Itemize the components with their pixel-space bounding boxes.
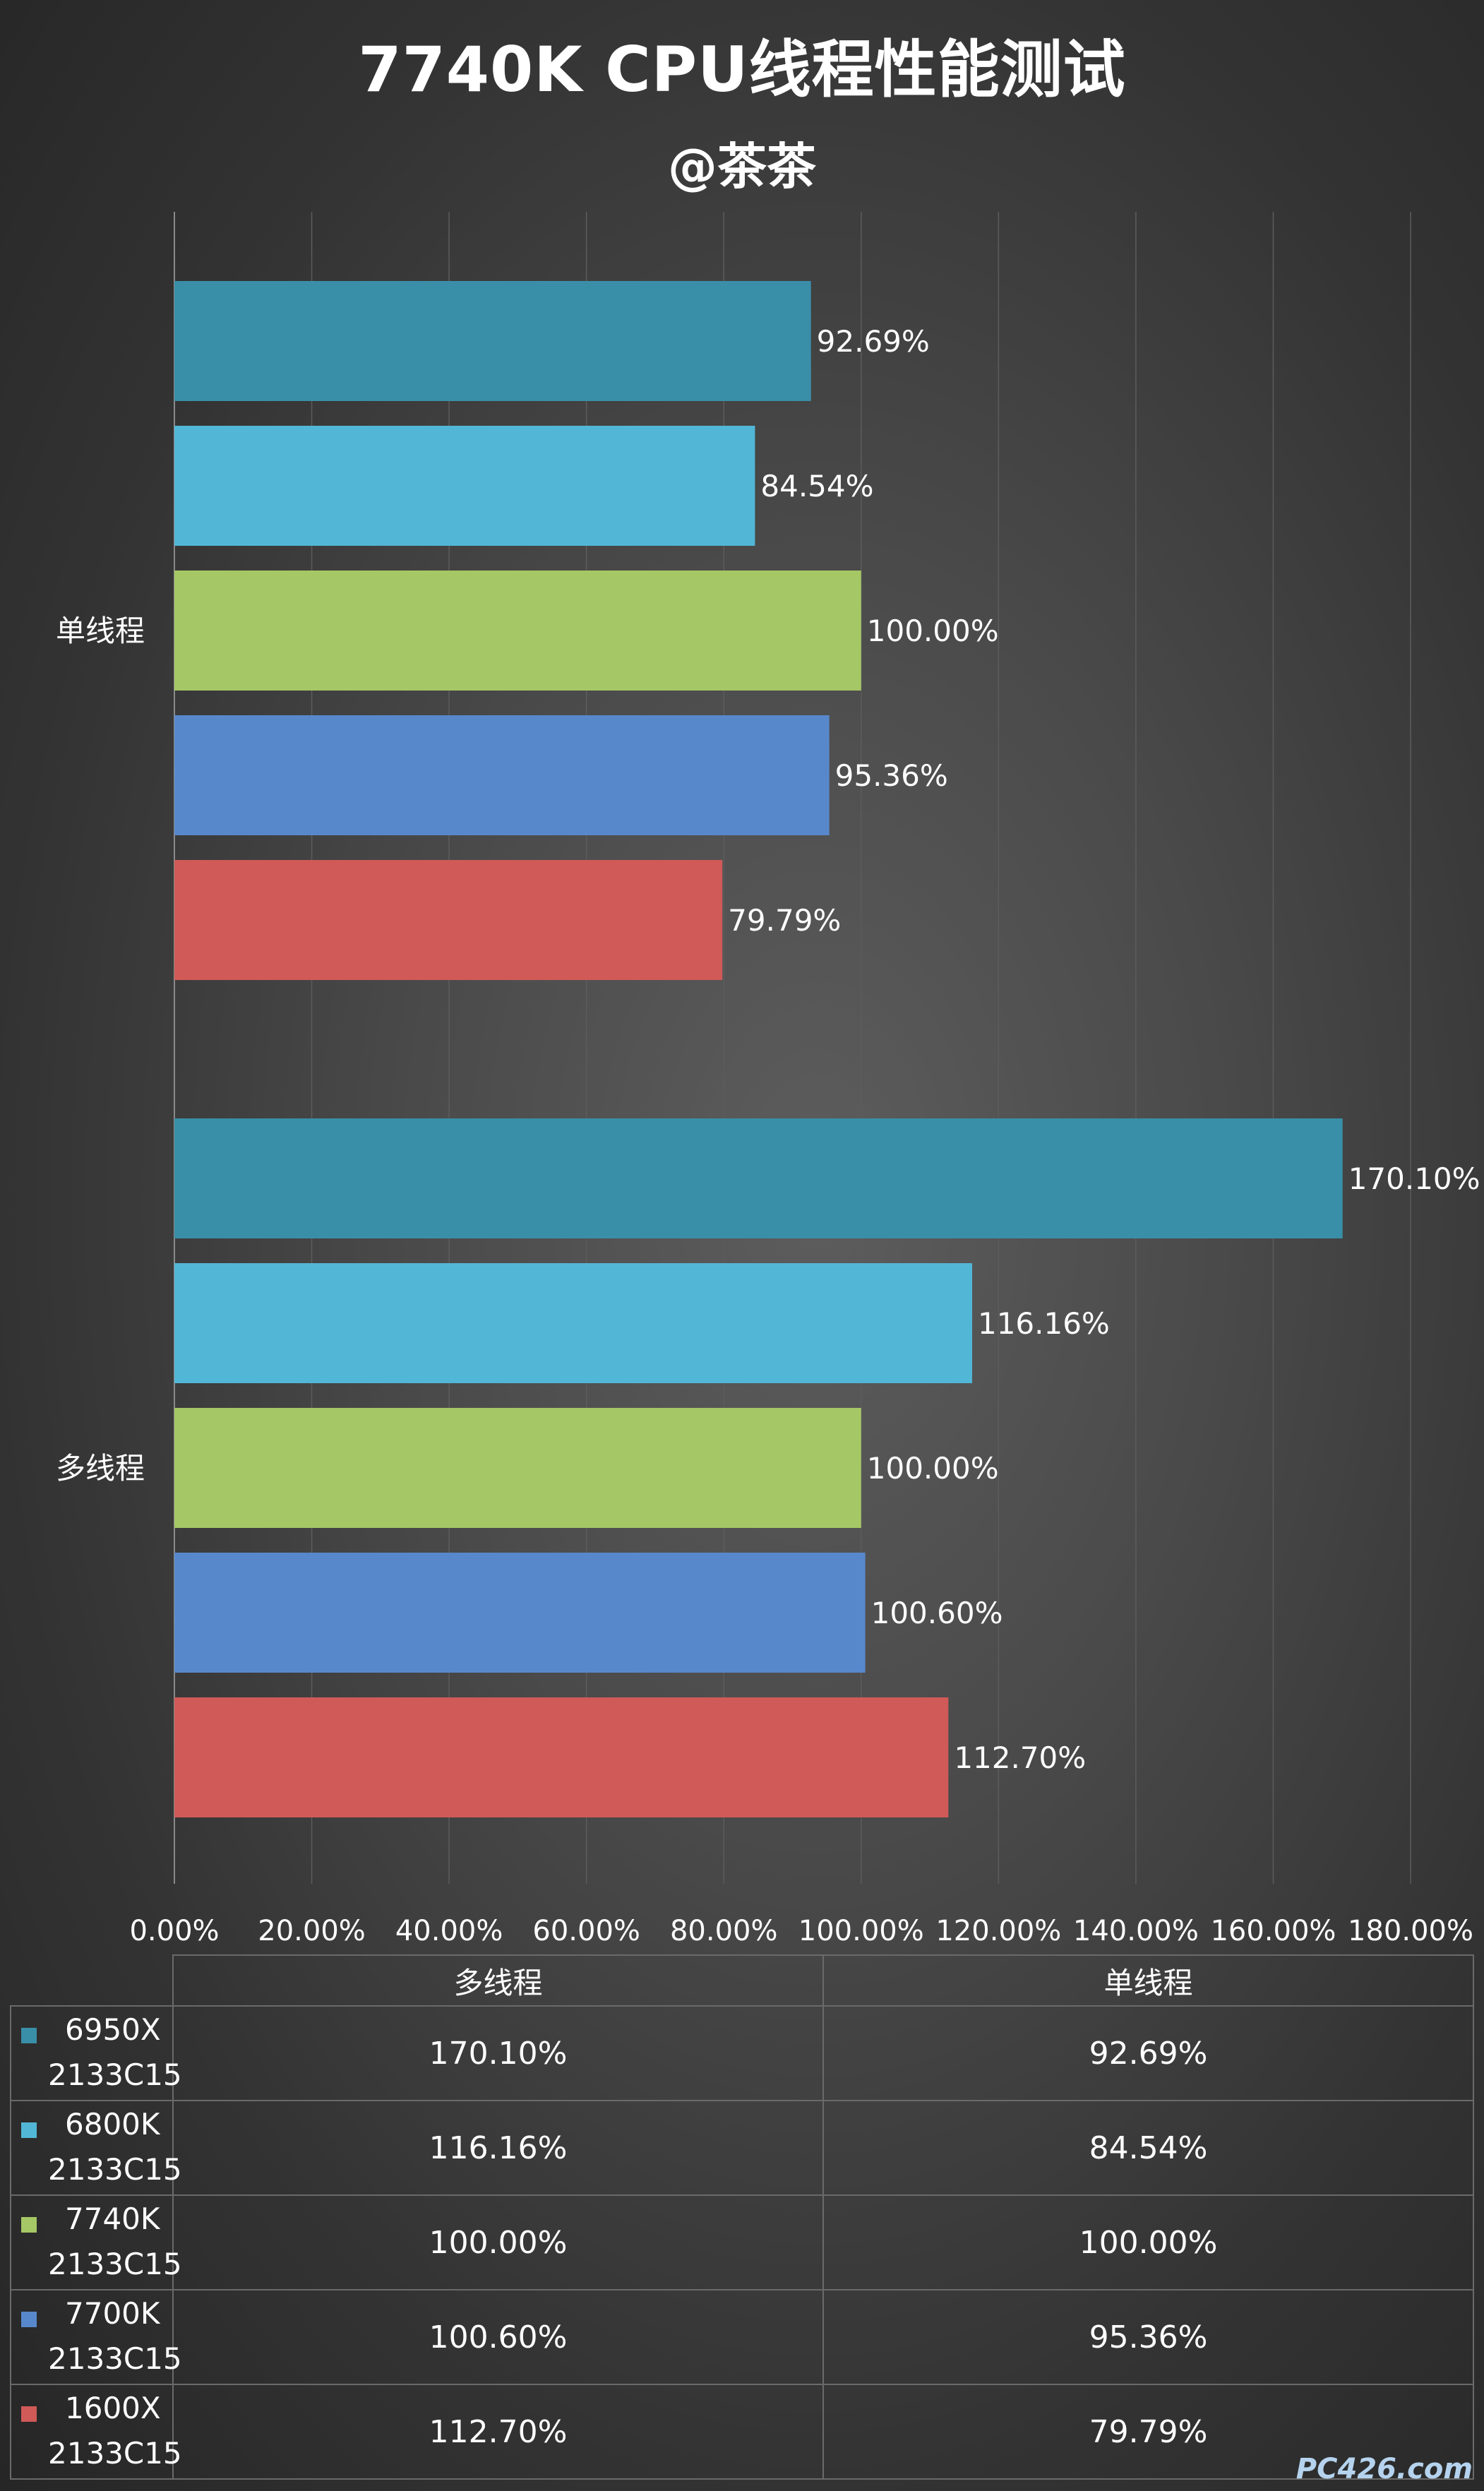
bar-chart: 92.69% 84.54% 100.00% 95.36% 79.79% 单线程 170.10… [56, 212, 1480, 1947]
legend-key: 6950X 2133C15 [10, 2005, 182, 2101]
x-tick-label: 180.00% [1348, 1915, 1473, 1947]
x-tick-label: 100.00% [798, 1915, 924, 1947]
data-label: 92.69% [817, 324, 930, 359]
x-tick-label: 80.00% [670, 1915, 778, 1947]
table-cell: 100.00% [172, 2194, 824, 2290]
data-label: 100.00% [867, 1451, 999, 1486]
legend-key: 7740K 2133C15 [10, 2194, 182, 2290]
data-label: 79.79% [728, 903, 841, 938]
bar [174, 860, 723, 980]
category-label: 多线程 [56, 1451, 145, 1486]
table-row: 7740K 2133C15 100.00% 100.00% [10, 2194, 1474, 2290]
legend-series-name: 6950X [65, 2012, 161, 2047]
legend-key: 1600X 2133C15 [10, 2384, 182, 2480]
bar [174, 426, 755, 546]
legend-series-config: 2133C15 [48, 2057, 182, 2092]
table-cell: 112.70% [172, 2384, 824, 2480]
table-header-row: 多线程 单线程 [11, 1954, 1474, 2007]
table-cell: 100.00% [822, 2194, 1474, 2290]
data-label: 84.54% [760, 469, 873, 503]
table-row: 7700K 2133C15 100.60% 95.36% [10, 2289, 1474, 2385]
x-tick-label: 0.00% [129, 1915, 219, 1947]
legend-key: 6800K 2133C15 [10, 2100, 182, 2196]
x-tick-label: 160.00% [1210, 1915, 1336, 1947]
watermark-logo: PC426.com [1295, 2453, 1473, 2485]
table-cell: 95.36% [822, 2289, 1474, 2385]
table-cell: 79.79% [822, 2384, 1474, 2480]
legend-key: 7700K 2133C15 [10, 2289, 182, 2385]
table-cell: 92.69% [822, 2005, 1474, 2101]
legend-series-name: 7740K [65, 2202, 160, 2236]
table-header-single: 单线程 [822, 1954, 1474, 2007]
data-label: 116.16% [978, 1306, 1110, 1341]
bar [174, 281, 811, 401]
table-header-multi: 多线程 [172, 1954, 824, 2007]
legend-series-name: 6800K [65, 2107, 160, 2141]
table-row: 1600X 2133C15 112.70% 79.79% [10, 2384, 1474, 2480]
table-row: 6800K 2133C15 116.16% 84.54% [10, 2100, 1474, 2196]
legend-series-name: 7700K [65, 2296, 160, 2331]
data-table: 多线程 单线程 6950X 2133C15 170.10% 92.69% 680… [10, 1954, 1474, 2480]
bar [174, 715, 830, 835]
table-cell: 116.16% [172, 2100, 824, 2196]
table-cell: 100.60% [172, 2289, 824, 2385]
category-label: 单线程 [56, 614, 145, 648]
bar [174, 1697, 949, 1817]
table-cell: 170.10% [172, 2005, 824, 2101]
chart-title: 7740K CPU线程性能测试 [358, 33, 1126, 106]
legend-swatch [21, 2217, 37, 2233]
bar [174, 1263, 972, 1383]
x-tick-label: 40.00% [395, 1915, 503, 1947]
legend-series-config: 2133C15 [48, 2341, 182, 2376]
legend-series-config: 2133C15 [48, 2247, 182, 2281]
x-tick-label: 140.00% [1073, 1915, 1199, 1947]
table-corner [11, 1955, 174, 2007]
table-cell: 84.54% [822, 2100, 1474, 2196]
legend-swatch [21, 2028, 37, 2043]
legend-series-config: 2133C15 [48, 2152, 182, 2187]
data-label: 100.60% [871, 1596, 1003, 1630]
chart-subtitle: @茶茶 [668, 138, 816, 196]
legend-swatch [21, 2312, 37, 2327]
data-label: 112.70% [954, 1740, 1086, 1775]
table-row: 6950X 2133C15 170.10% 92.69% [10, 2005, 1474, 2101]
legend-series-name: 1600X [65, 2391, 161, 2425]
data-label: 95.36% [835, 758, 948, 793]
x-tick-label: 60.00% [532, 1915, 640, 1947]
data-label: 170.10% [1348, 1161, 1480, 1196]
bar [174, 1408, 861, 1528]
legend-swatch [21, 2406, 37, 2422]
x-tick-label: 20.00% [258, 1915, 366, 1947]
bar [174, 571, 861, 691]
x-tick-label: 120.00% [935, 1915, 1061, 1947]
legend-series-config: 2133C15 [48, 2436, 182, 2471]
data-label: 100.00% [867, 614, 999, 648]
bar [174, 1118, 1343, 1238]
legend-swatch [21, 2122, 37, 2138]
bar [174, 1553, 866, 1673]
